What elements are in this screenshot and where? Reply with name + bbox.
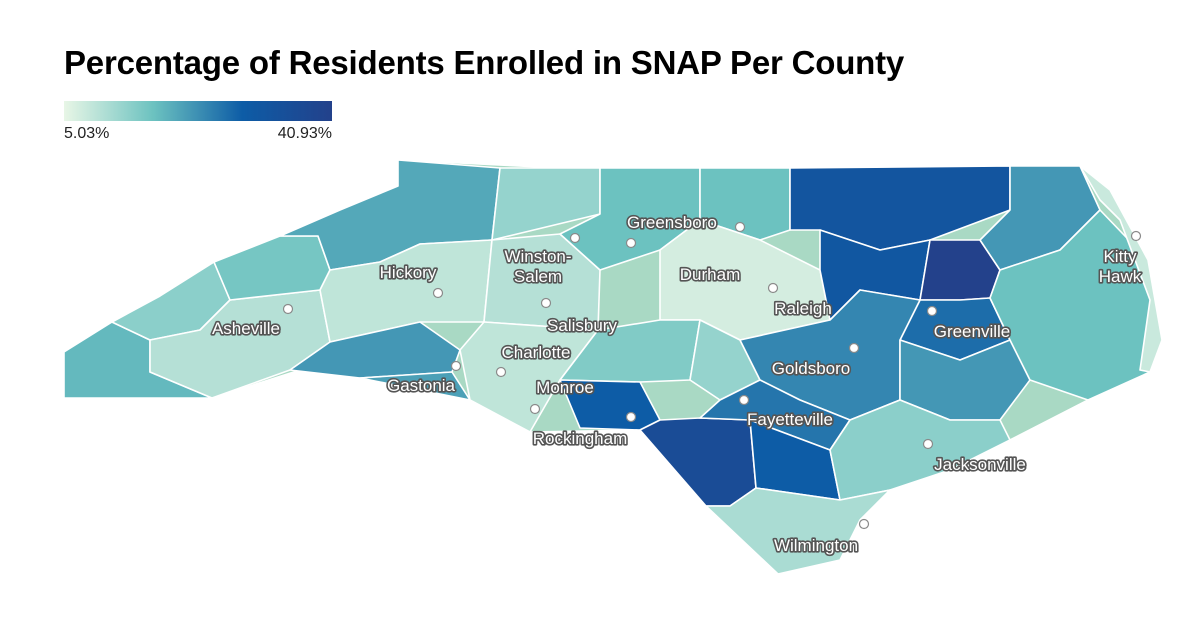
- county-region[interactable]: [699, 167, 791, 241]
- city-marker[interactable]: Jacksonville: [922, 438, 1027, 476]
- city-marker[interactable]: Greensboro: [625, 211, 718, 249]
- city-dot[interactable]: [450, 360, 462, 372]
- city-label: Hawk: [1099, 267, 1142, 286]
- city-marker[interactable]: Rockingham: [531, 411, 637, 450]
- city-dot[interactable]: [432, 287, 444, 299]
- city-dot[interactable]: [738, 394, 750, 406]
- city-marker[interactable]: Greenville: [926, 305, 1012, 343]
- city-dot[interactable]: [1130, 230, 1142, 242]
- city-marker[interactable]: Charlotte: [495, 341, 572, 378]
- city-marker[interactable]: Raleigh: [767, 282, 833, 320]
- city-label: Gastonia: [387, 376, 456, 395]
- city-marker[interactable]: Hickory: [378, 261, 444, 299]
- city-label: Jacksonville: [934, 455, 1026, 474]
- city-dot[interactable]: [767, 282, 779, 294]
- county-region[interactable]: [213, 235, 331, 301]
- city-dot[interactable]: [282, 303, 294, 315]
- city-label: Kitty: [1103, 247, 1137, 266]
- color-scale-legend: [64, 101, 332, 121]
- city-label: Fayetteville: [747, 410, 833, 429]
- city-dot[interactable]: [926, 305, 938, 317]
- county-region[interactable]: [705, 487, 891, 575]
- city-label: Durham: [680, 265, 740, 284]
- city-label: Asheville: [212, 319, 280, 338]
- city-marker[interactable]: Gastonia: [385, 360, 462, 397]
- city-dot[interactable]: [529, 403, 541, 415]
- city-marker[interactable]: Durham: [678, 221, 746, 286]
- city-dot[interactable]: [495, 366, 507, 378]
- city-marker[interactable]: Asheville: [210, 303, 294, 340]
- city-marker[interactable]: Winston-Salem: [503, 232, 581, 288]
- city-label: Wilmington: [774, 536, 858, 555]
- city-marker[interactable]: Monroe: [529, 376, 595, 415]
- city-marker[interactable]: Goldsboro: [770, 342, 860, 380]
- city-dot[interactable]: [922, 438, 934, 450]
- city-marker[interactable]: Wilmington: [772, 518, 870, 557]
- city-label: Greensboro: [627, 213, 717, 232]
- city-label: Rockingham: [533, 429, 628, 448]
- city-dot[interactable]: [734, 221, 746, 233]
- city-label: Hickory: [380, 263, 437, 282]
- county-region[interactable]: [639, 417, 757, 507]
- city-label: Greenville: [934, 322, 1011, 341]
- city-marker[interactable]: Salisbury: [540, 297, 619, 337]
- city-dot[interactable]: [625, 411, 637, 423]
- city-label: Goldsboro: [772, 359, 850, 378]
- legend-min-label: 5.03%: [64, 125, 110, 142]
- legend-max-label: 40.93%: [277, 125, 332, 142]
- city-label: Charlotte: [502, 343, 571, 362]
- city-marker[interactable]: Fayetteville: [738, 394, 835, 431]
- city-dot[interactable]: [569, 232, 581, 244]
- city-label: Salisbury: [547, 316, 617, 335]
- city-label: Monroe: [536, 378, 594, 397]
- city-dot[interactable]: [858, 518, 870, 530]
- county-region[interactable]: [483, 233, 601, 331]
- city-label: Winston-: [504, 247, 571, 266]
- city-dot[interactable]: [625, 237, 637, 249]
- city-dot[interactable]: [848, 342, 860, 354]
- city-label: Raleigh: [774, 299, 832, 318]
- county-regions: [63, 159, 1163, 575]
- county-region[interactable]: [359, 371, 471, 401]
- map-title: Percentage of Residents Enrolled in SNAP…: [64, 44, 905, 81]
- county-region[interactable]: [1079, 165, 1163, 373]
- city-label: Salem: [514, 267, 562, 286]
- city-dot[interactable]: [540, 297, 552, 309]
